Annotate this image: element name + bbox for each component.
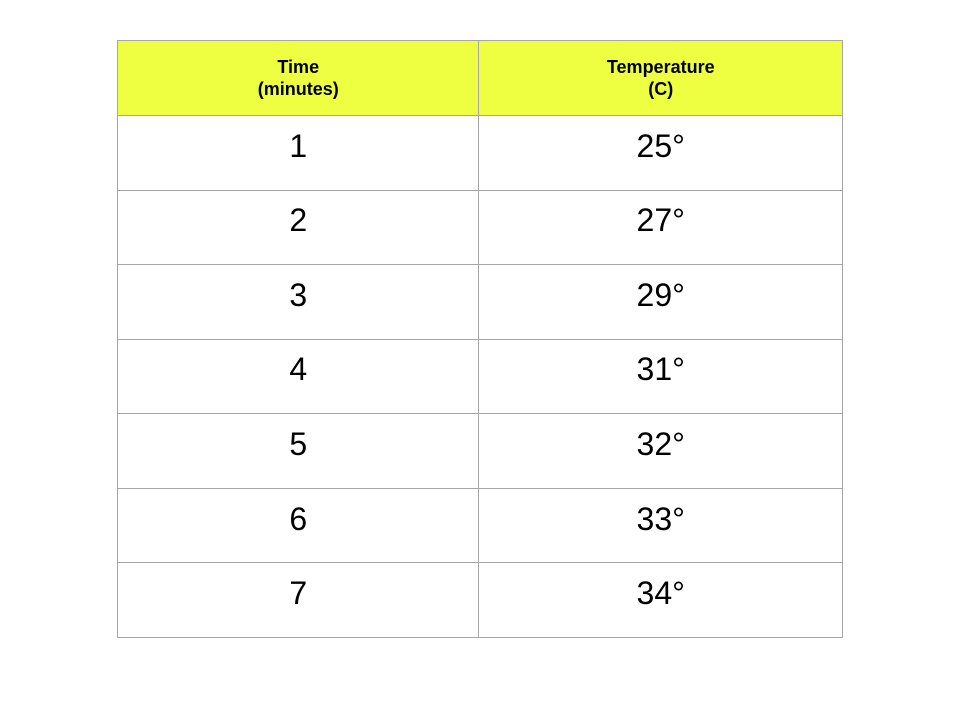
time-cell: 3 <box>116 264 480 340</box>
temperature-cell: 29° <box>478 264 843 340</box>
temperature-cell: 32° <box>478 413 843 489</box>
column-header-temperature-title: Temperature <box>606 57 715 77</box>
table-body: 1 25° 2 27° 3 29° 4 31° 5 32° 6 33° 7 34° <box>116 115 843 638</box>
time-cell: 7 <box>116 562 480 638</box>
table-row: 1 25° <box>116 115 843 191</box>
time-cell: 5 <box>116 413 480 489</box>
header-row: Time (minutes) Temperature (C) <box>116 40 843 116</box>
data-table: Time (minutes) Temperature (C) 1 25° 2 27° 3 29°… <box>116 40 843 638</box>
table-row: 3 29° <box>116 264 843 340</box>
time-cell: 1 <box>116 115 480 191</box>
table-row: 2 27° <box>116 189 843 266</box>
column-header-time: Time (minutes) <box>116 40 480 116</box>
column-header-time-title: Time <box>277 57 320 77</box>
column-header-time-unit: (minutes) <box>257 79 339 99</box>
table-row: 7 34° <box>116 562 843 638</box>
table-header: Time (minutes) Temperature (C) <box>116 40 843 116</box>
temperature-cell: 33° <box>478 487 843 564</box>
temperature-cell: 34° <box>478 562 843 638</box>
time-cell: 4 <box>116 338 480 415</box>
temperature-cell: 25° <box>478 115 843 191</box>
table-row: 4 31° <box>116 338 843 415</box>
table-row: 5 32° <box>116 413 843 489</box>
time-cell: 2 <box>116 189 480 266</box>
time-cell: 6 <box>116 487 480 564</box>
column-header-temperature-unit: (C) <box>648 79 674 99</box>
temperature-cell: 31° <box>478 338 843 415</box>
temperature-cell: 27° <box>478 189 843 266</box>
table-row: 6 33° <box>116 487 843 564</box>
column-header-temperature: Temperature (C) <box>478 40 843 116</box>
